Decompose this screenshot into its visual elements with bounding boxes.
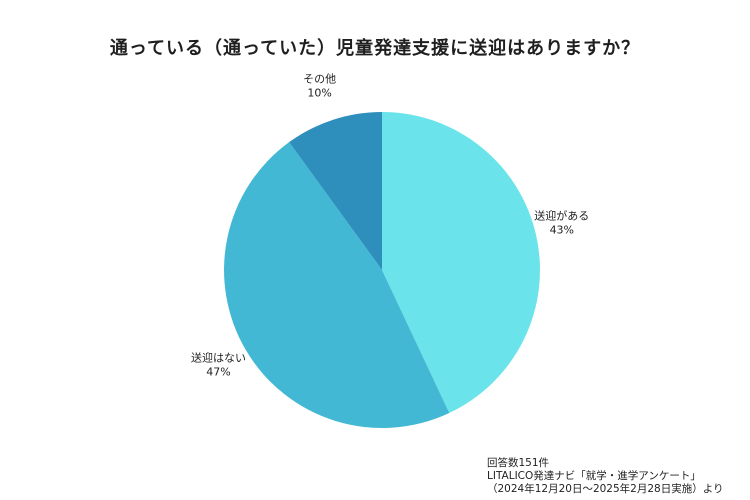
slice-label: 送迎がある 43% xyxy=(534,209,589,237)
slice-category: 送迎はない xyxy=(191,351,246,365)
response-count: 回答数151件 xyxy=(487,457,550,469)
slice-label: その他 10% xyxy=(303,73,336,100)
slice-label: 送迎はない 47% xyxy=(191,351,246,379)
slice-percentage: 47% xyxy=(206,366,230,379)
pie-slice xyxy=(382,112,540,413)
chart-title: 通っている（通っていた）児童発達支援に送迎はありますか？ xyxy=(109,38,641,59)
slice-category: 送迎がある xyxy=(534,209,589,223)
survey-period: （2024年12月20日～2025年2月28日実施）より xyxy=(487,483,724,495)
slice-percentage: 43% xyxy=(550,224,574,237)
slice-category: その他 xyxy=(303,73,336,86)
source-note: 回答数151件 LITALICO発達ナビ「就学・進学アンケート」 （2024年1… xyxy=(487,457,724,496)
source-survey: LITALICO発達ナビ「就学・進学アンケート」 xyxy=(487,470,701,482)
pie-slice xyxy=(289,112,382,270)
pie-slice xyxy=(224,142,450,428)
slice-percentage: 10% xyxy=(307,87,331,100)
